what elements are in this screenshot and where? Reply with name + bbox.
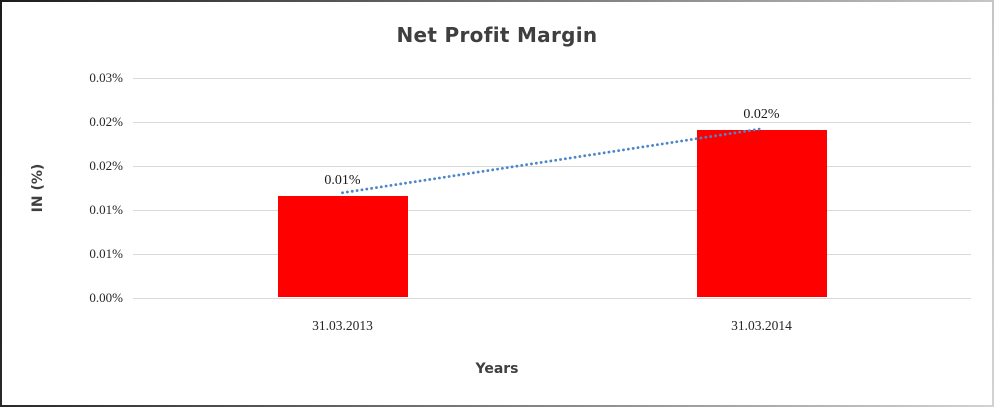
y-tick-label: 0.01%: [89, 246, 123, 261]
gridline: [133, 210, 971, 211]
y-tick-label: 0.02%: [89, 158, 123, 173]
gridline: [133, 122, 971, 123]
gridline: [133, 166, 971, 167]
y-tick-label: 0.02%: [89, 114, 123, 129]
x-axis-title: Years: [475, 361, 519, 377]
chart-title: Net Profit Margin: [396, 23, 598, 47]
bar-31.03.2014: [696, 129, 827, 297]
bar-31.03.2013: [277, 195, 408, 297]
plot-area: 0.01% 0.02%: [133, 78, 971, 299]
gridline: [133, 78, 971, 79]
bar-data-label: 0.01%: [324, 172, 361, 188]
bar-data-label: 0.02%: [743, 106, 780, 122]
y-tick-label: 0.03%: [89, 70, 123, 85]
x-tick-label: 31.03.2014: [731, 318, 792, 333]
y-axis-title: IN (%): [30, 163, 46, 213]
gridline: [133, 254, 971, 255]
y-tick-label: 0.00%: [89, 290, 123, 305]
y-tick-label: 0.01%: [89, 202, 123, 217]
gridline: [133, 298, 971, 299]
trendline: [341, 127, 763, 195]
x-tick-label: 31.03.2013: [312, 318, 373, 333]
